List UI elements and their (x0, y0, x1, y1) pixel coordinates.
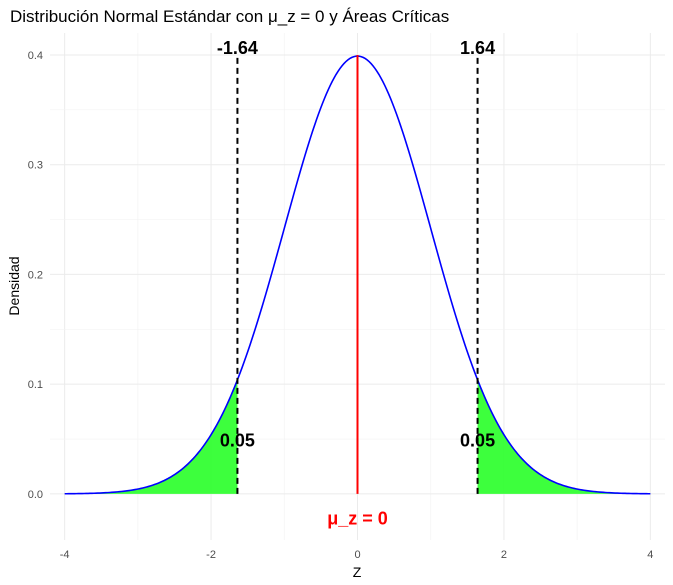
x-tick-label: -4 (60, 549, 70, 561)
area-label-left: 0.05 (220, 431, 255, 451)
critical-label-right: 1.64 (460, 38, 495, 58)
left-critical-area (64, 379, 238, 494)
mean-label: μ_z = 0 (327, 509, 388, 529)
x-axis-label: Z (353, 564, 362, 580)
chart-title: Distribución Normal Estándar con μ_z = 0… (10, 7, 449, 26)
y-tick-label: 0.2 (28, 269, 43, 281)
vertical-lines (236, 54, 479, 494)
x-tick-label: 0 (354, 549, 360, 561)
y-tick-label: 0.1 (28, 379, 43, 391)
annotations: -1.64 1.64 0.05 0.05 μ_z = 0 (217, 38, 495, 529)
x-tick-label: -2 (206, 549, 216, 561)
critical-areas (64, 379, 651, 494)
critical-label-left: -1.64 (217, 38, 258, 58)
y-tick-label: 0.3 (28, 160, 43, 172)
x-tick-label: 4 (647, 549, 653, 561)
y-axis-label: Densidad (6, 256, 22, 315)
y-tick-label: 0.0 (28, 489, 43, 501)
axis-ticks: -4 -2 0 2 4 0.0 0.1 0.2 0.3 0.4 (28, 50, 654, 561)
right-critical-area (477, 379, 651, 494)
x-tick-label: 2 (501, 549, 507, 561)
area-label-right: 0.05 (460, 431, 495, 451)
y-tick-label: 0.4 (28, 50, 43, 62)
